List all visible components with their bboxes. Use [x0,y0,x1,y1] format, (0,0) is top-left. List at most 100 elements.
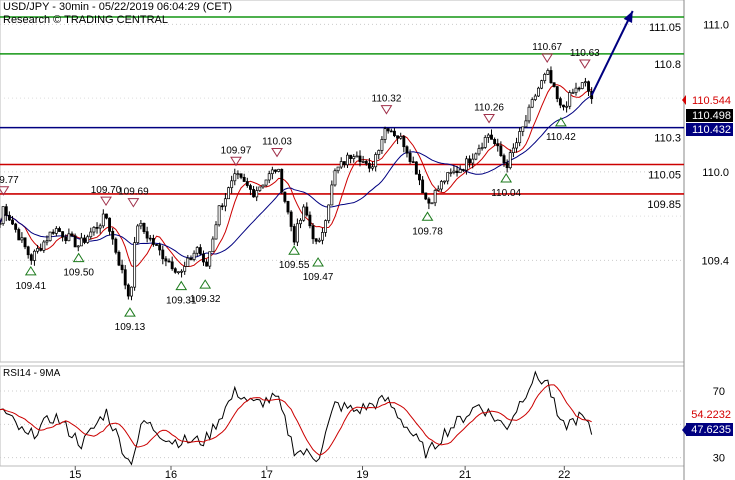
candle-body [521,126,525,132]
candle-body [70,233,74,237]
candle-body [227,187,230,200]
swing-high-marker [483,114,495,124]
candle-body [537,87,540,97]
candle-body [176,271,180,274]
axes: 111.0 110.0 109.4 70 30 15 16 17 19 21 22 [69,19,729,480]
candle-body [490,134,493,140]
level-label: 110.05 [648,169,681,181]
candle-body [533,95,537,100]
candle-body [223,198,227,207]
candle-body [1,206,5,224]
candle-body [164,258,168,262]
x-tick-label: 15 [69,469,81,480]
support-resistance-levels: 111.05 110.8 110.3 110.05 109.85 [0,16,684,211]
candle-body [42,241,46,251]
candle-body [133,242,137,288]
rsi-ma-line [0,384,592,456]
candle-body [255,190,259,198]
candle-body [245,181,249,186]
x-tick-label: 19 [356,469,368,480]
candle-body [148,237,152,240]
candle-body [130,286,133,297]
x-tick-label: 17 [261,469,273,480]
swing-high-marker [271,147,283,158]
candle-body [208,251,212,267]
candle-body [280,168,284,193]
price-badges: 110.544 110.498 110.432 54.2232 47.6235 [682,94,733,436]
x-tick-label: 21 [459,469,471,480]
candle-body [314,238,318,242]
candle-body [236,173,240,176]
swing-high-label: 110.63 [570,48,600,59]
price-badge [686,94,733,107]
candle-body [195,247,199,254]
candle-body [248,185,252,190]
candle-body [155,244,158,246]
swing-high-label: 109.70 [91,185,122,196]
swing-high-label: 109.97 [221,145,252,156]
swing-high-marker [230,156,242,167]
candle-body [465,158,468,171]
candle-body [0,223,2,225]
candle-body [98,225,102,229]
rsi-panel [0,370,593,466]
swing-low-marker [124,307,136,317]
swing-low-marker [288,245,301,255]
price-badge-text: 110.498 [692,110,731,122]
candle-body [346,154,349,166]
candle-body [571,92,575,94]
price-badge [686,109,733,122]
swing-low-label: 109.55 [279,260,310,271]
candle-body [54,228,58,234]
swing-low-label: 109.31 [166,296,197,307]
candle-body [205,261,209,267]
swing-high-label: 110.32 [372,94,402,105]
candle-body [76,245,80,248]
ma-slow-line [0,95,592,259]
rsi-tick-label: 70 [713,386,725,398]
candle-body [79,237,83,247]
swing-low-marker [175,280,188,291]
candle-body [32,250,36,261]
candle-body [89,231,93,238]
candle-body [361,161,365,163]
candle-body [145,231,149,239]
candle-body [496,143,500,147]
rsi-badge-pointer [682,425,686,435]
candle-body [111,230,115,240]
candle-body [333,170,337,186]
candle-body [26,246,30,256]
swing-low-marker [421,211,434,221]
price-badge-pointer [682,95,686,105]
candle-body [527,106,531,122]
swing-low-marker [72,252,85,263]
candle-body [399,136,403,139]
candle-body [518,131,522,144]
projection-line [590,10,634,96]
rsi-panel-frame [0,365,685,467]
candle-body [51,231,55,234]
candle-body [299,219,302,225]
candle-body [192,252,196,260]
candle-body [23,237,27,248]
swing-high-marker [100,196,112,207]
candle-body [108,217,112,232]
swing-low-label: 109.41 [15,281,46,292]
chart-title: USD/JPY - 30min - 05/22/2019 06:04:29 (C… [3,1,233,13]
candle-body [558,98,562,106]
candle-body [508,152,512,169]
swing-high-marker [541,53,554,63]
candle-body [64,236,68,242]
candle-body [292,226,296,243]
swing-high-marker [578,59,591,69]
candle-body [302,206,306,221]
candle-body [583,81,587,84]
candle-body [505,162,509,169]
candle-body [371,166,374,169]
candle-body [270,169,274,175]
candle-body [587,81,590,92]
candle-body [455,170,459,174]
candle-body [274,169,277,172]
